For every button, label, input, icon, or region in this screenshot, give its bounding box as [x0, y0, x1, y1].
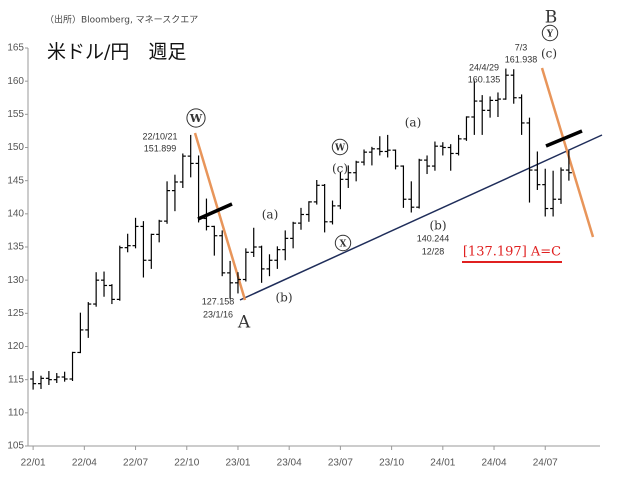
y-tick-label: 165 — [7, 43, 24, 54]
annotation: A — [237, 313, 251, 333]
annotation-circle — [541, 24, 559, 42]
x-tick-label: 22/10 — [174, 458, 199, 469]
annotation: B — [545, 8, 558, 28]
annotation: (a) — [405, 116, 422, 130]
y-tick-label: 150 — [7, 142, 24, 153]
annotation: W — [334, 144, 346, 154]
x-tick-label: 24/01 — [430, 458, 455, 469]
annotation: [137.197] A=C — [463, 245, 561, 260]
annotation-circle — [334, 234, 352, 252]
x-tick-label: 23/04 — [277, 458, 302, 469]
annotation: 160.135 — [468, 74, 501, 84]
trend-line — [239, 134, 603, 301]
annotation: 22/10/21 — [142, 131, 177, 141]
annotation-circle — [186, 108, 206, 128]
annotation: (c) — [332, 162, 348, 176]
x-tick-label: 23/10 — [379, 458, 404, 469]
break-mark — [197, 202, 233, 221]
wave-line — [193, 132, 247, 301]
y-tick-label: 115 — [8, 374, 24, 385]
annotation: W — [189, 112, 203, 125]
wave-line — [540, 67, 595, 238]
annotation: 12/28 — [422, 246, 445, 256]
y-tick-label: 110 — [8, 407, 24, 418]
x-tick-label: 22/01 — [21, 458, 46, 469]
y-tick-label: 145 — [7, 175, 24, 186]
y-tick-label: 120 — [7, 341, 24, 352]
annotation: 23/1/16 — [203, 309, 233, 319]
annotation: Y — [546, 30, 554, 40]
annotation: (b) — [275, 291, 292, 305]
annotation: 140.244 — [417, 233, 450, 243]
x-tick-label: 24/04 — [482, 458, 507, 469]
y-tick-label: 155 — [7, 109, 24, 120]
break-mark — [545, 129, 583, 148]
y-tick-label: 125 — [7, 308, 24, 319]
annotation: 151.899 — [144, 143, 177, 153]
annotation: 127.158 — [202, 296, 235, 306]
y-tick-label: 130 — [7, 275, 24, 286]
y-tick-label: 160 — [7, 76, 24, 87]
chart-title: 米ドル/円 週足 — [47, 41, 186, 63]
source: （出所）Bloomberg, マネースクエア — [45, 14, 198, 26]
annotation: X — [340, 240, 347, 250]
annotation: (a) — [262, 208, 279, 222]
y-tick-label: 135 — [7, 242, 24, 253]
annotation: (c) — [541, 47, 557, 61]
annotation: 161.938 — [505, 54, 538, 64]
x-tick-label: 23/01 — [225, 458, 250, 469]
annotation-circle — [331, 138, 349, 156]
y-tick-label: 105 — [7, 441, 24, 452]
y-tick-label: 140 — [7, 208, 24, 219]
x-tick-label: 24/07 — [533, 458, 558, 469]
annotation: 24/4/29 — [469, 62, 499, 72]
x-tick-label: 22/07 — [123, 458, 148, 469]
x-tick-label: 22/04 — [72, 458, 97, 469]
x-tick-label: 23/07 — [328, 458, 353, 469]
annotation: (b) — [429, 219, 446, 233]
annotation: 7/3 — [515, 42, 528, 52]
